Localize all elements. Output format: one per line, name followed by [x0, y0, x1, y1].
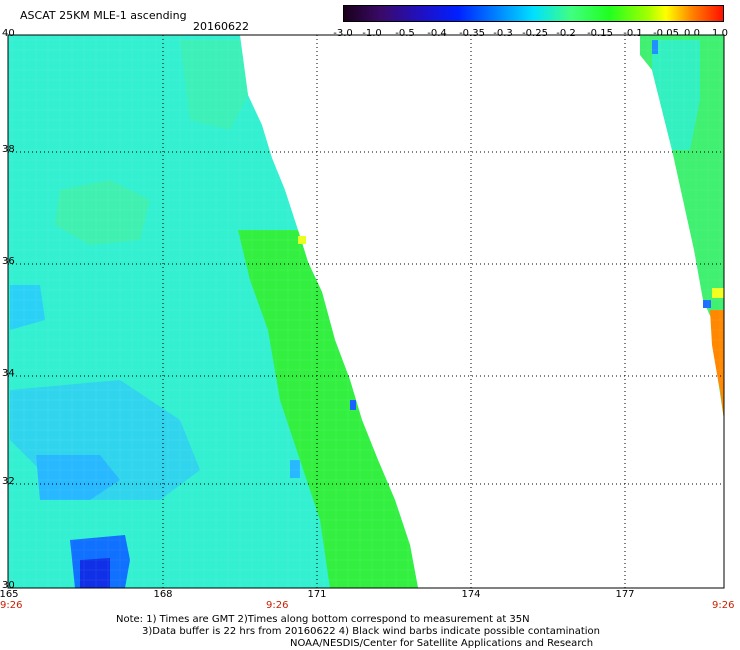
colorbar-label: 1.0 [712, 28, 728, 39]
time-label-left: 9:26 [0, 600, 23, 611]
colorbar-label: -0.05 [653, 28, 679, 39]
lon-label: 165 [0, 589, 19, 600]
colorbar-label: -0.15 [587, 28, 613, 39]
colorbar-label: -0.2 [556, 28, 576, 39]
lat-label: 32 [2, 476, 15, 487]
lat-label: 38 [2, 144, 15, 155]
colorbar-label: -0.35 [459, 28, 485, 39]
colorbar-label: -0.3 [493, 28, 513, 39]
colorbar-label: -0.5 [395, 28, 415, 39]
product-date: 20160622 [193, 20, 249, 33]
colorbar-label: -0.25 [522, 28, 548, 39]
note-line-3: NOAA/NESDIS/Center for Satellite Applica… [290, 638, 594, 649]
product-title: ASCAT 25KM MLE-1 ascending [20, 9, 187, 22]
lon-label: 171 [307, 589, 327, 600]
lat-label: 34 [2, 368, 15, 379]
colorbar [343, 5, 724, 22]
lon-label: 168 [153, 589, 173, 600]
lon-label: 177 [615, 589, 635, 600]
lat-label: 30 [2, 580, 15, 591]
graticule [8, 35, 724, 588]
note-line-1: Note: 1) Times are GMT 2)Times along bot… [116, 614, 530, 625]
lat-label: 40 [2, 28, 15, 39]
time-label-right: 9:26 [712, 600, 735, 611]
lat-label: 36 [2, 256, 15, 267]
note-line-2: 3)Data buffer is 22 hrs from 20160622 4)… [142, 626, 600, 637]
colorbar-label: -1.0 [362, 28, 382, 39]
map-frame [7, 34, 725, 589]
colorbar-label: -0.1 [623, 28, 643, 39]
colorbar-label: -0.4 [427, 28, 447, 39]
colorbar-label: -3.0 [333, 28, 353, 39]
lon-label: 174 [461, 589, 481, 600]
time-label-middle: 9:26 [266, 600, 289, 611]
colorbar-label: 0.0 [684, 28, 700, 39]
